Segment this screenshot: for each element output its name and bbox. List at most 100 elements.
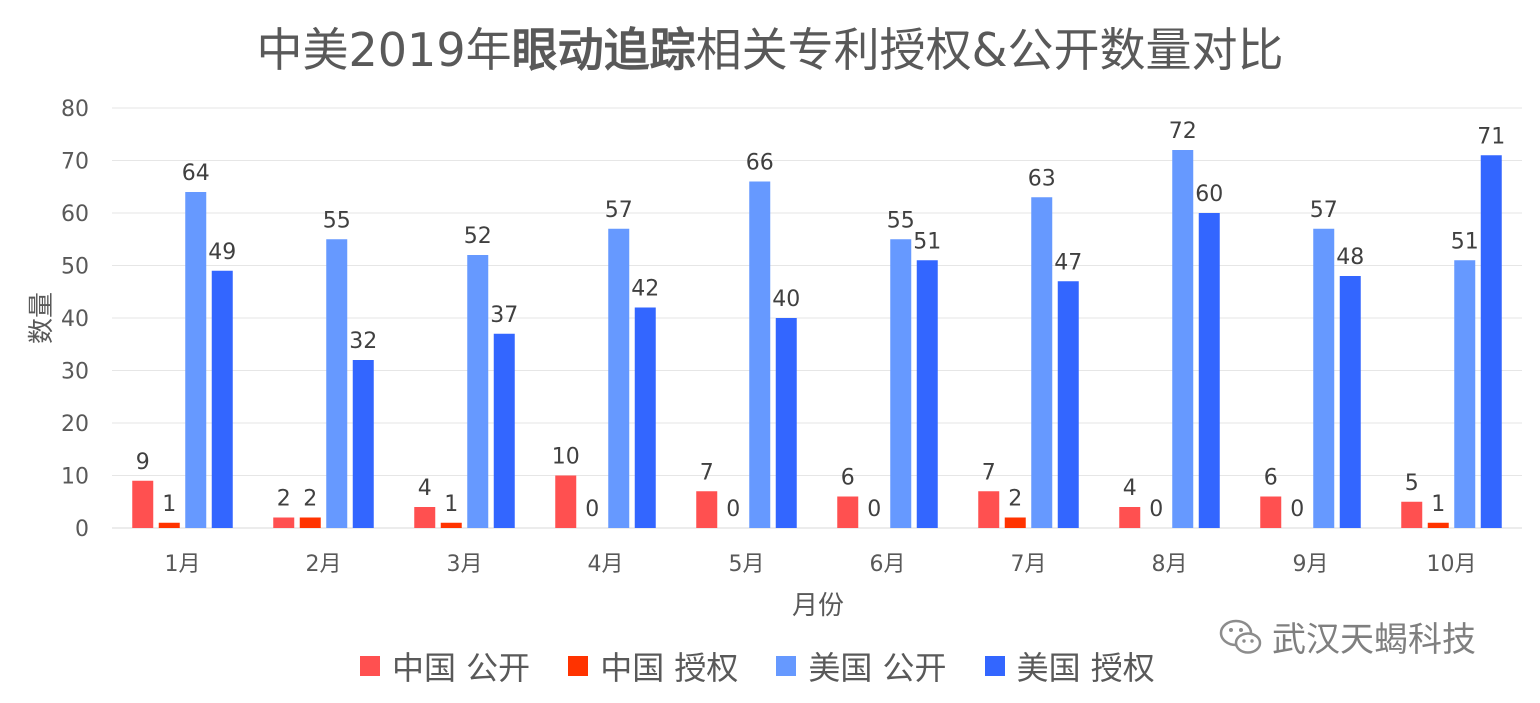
legend-swatch (568, 656, 589, 676)
bar (273, 517, 295, 528)
bar (185, 192, 207, 528)
y-tick-label: 70 (61, 150, 89, 175)
x-tick-label: 7月 (1011, 552, 1047, 577)
bar (608, 228, 630, 528)
bar (326, 239, 348, 528)
bar (1172, 150, 1194, 528)
bar (1119, 507, 1141, 528)
bar (1004, 517, 1026, 528)
bar (749, 181, 771, 528)
data-label: 40 (772, 287, 800, 312)
bar (1339, 276, 1361, 528)
data-label: 7 (700, 460, 714, 485)
data-label: 57 (605, 198, 633, 223)
x-axis-label: 月份 (792, 591, 844, 621)
bar (916, 260, 938, 528)
data-label: 7 (982, 460, 996, 485)
y-axis-ticks: 0 10 20 30 40 50 60 70 80 (61, 97, 89, 542)
x-tick-label: 8月 (1152, 552, 1188, 577)
y-tick-label: 80 (61, 97, 89, 122)
bar (493, 333, 515, 528)
legend-item-us-granted: 美国 授权 (984, 643, 1155, 689)
y-axis-label: 数量 (27, 292, 57, 344)
y-tick-label: 10 (61, 465, 89, 490)
x-tick-label: 1月 (165, 552, 201, 577)
data-label: 10 (552, 445, 580, 470)
x-tick-label: 10月 (1427, 552, 1477, 577)
data-label: 66 (746, 151, 774, 176)
x-tick-label: 4月 (588, 552, 624, 577)
data-label: 55 (887, 208, 915, 233)
data-label: 5 (1405, 471, 1419, 496)
x-tick-label: 2月 (306, 552, 342, 577)
bar (1313, 228, 1335, 528)
data-label: 42 (631, 277, 659, 302)
x-tick-label: 3月 (447, 552, 483, 577)
bar (1427, 522, 1449, 528)
wechat-icon (1219, 619, 1262, 654)
x-tick-label: 6月 (870, 552, 906, 577)
bar (299, 517, 321, 528)
bar (696, 491, 718, 528)
bar (1401, 501, 1423, 528)
chart-title: 中美2019年眼动追踪相关专利授权&公开数量对比 (0, 14, 1540, 80)
data-label: 32 (349, 329, 377, 354)
data-label: 6 (1264, 466, 1278, 491)
data-label: 60 (1195, 182, 1223, 207)
data-label: 55 (323, 208, 351, 233)
data-label: 63 (1028, 166, 1056, 191)
x-tick-label: 9月 (1293, 552, 1329, 577)
data-label: 47 (1054, 250, 1082, 275)
y-tick-label: 60 (61, 202, 89, 227)
data-label: 1 (162, 492, 176, 517)
bar (1260, 496, 1282, 528)
gridlines (112, 107, 1522, 529)
bar (1454, 260, 1476, 528)
data-label: 0 (1290, 497, 1304, 522)
legend: 中国 公开 中国 授权 美国 公开 美国 授权 (360, 644, 1193, 688)
chart-title-prefix: 中美2019年 (256, 23, 512, 77)
legend-item-us-published: 美国 公开 (776, 643, 947, 689)
bar (1057, 281, 1079, 528)
bar (158, 522, 180, 528)
legend-item-cn-published: 中国 公开 (360, 643, 530, 689)
x-axis-ticks: 1月 2月 3月 4月 5月 6月 7月 8月 9月 10月 (165, 552, 1477, 577)
data-label: 9 (136, 450, 150, 475)
y-tick-label: 50 (61, 255, 89, 280)
data-label: 1 (1431, 492, 1445, 517)
bar (978, 491, 1000, 528)
legend-swatch (984, 656, 1005, 676)
bar (837, 496, 859, 528)
legend-swatch (776, 656, 797, 676)
data-label: 4 (418, 476, 432, 501)
data-label: 6 (841, 466, 855, 491)
data-label: 51 (1451, 229, 1479, 254)
data-label: 71 (1477, 124, 1505, 149)
data-label: 72 (1169, 119, 1197, 144)
bar (1031, 197, 1053, 528)
bar (1480, 155, 1502, 528)
legend-swatch (360, 656, 380, 676)
data-label: 2 (277, 487, 291, 512)
y-tick-label: 20 (61, 412, 89, 437)
data-label: 57 (1310, 198, 1338, 223)
bar (634, 307, 656, 528)
bar (775, 318, 797, 528)
bar (440, 522, 462, 528)
data-label: 0 (726, 497, 740, 522)
legend-item-cn-granted: 中国 授权 (568, 643, 738, 689)
bars (132, 150, 1502, 528)
data-label: 48 (1336, 245, 1364, 270)
chart-title-bold: 眼动追踪 (511, 23, 696, 77)
data-label: 2 (1008, 487, 1022, 512)
data-label: 1 (444, 492, 458, 517)
bar (555, 475, 577, 528)
data-label: 51 (913, 229, 941, 254)
legend-label: 美国 公开 (808, 649, 947, 687)
data-label: 0 (585, 497, 599, 522)
bar (414, 507, 436, 528)
bar (890, 239, 912, 528)
data-label: 49 (208, 240, 236, 265)
y-tick-label: 0 (75, 517, 89, 542)
legend-label: 美国 授权 (1016, 649, 1155, 687)
